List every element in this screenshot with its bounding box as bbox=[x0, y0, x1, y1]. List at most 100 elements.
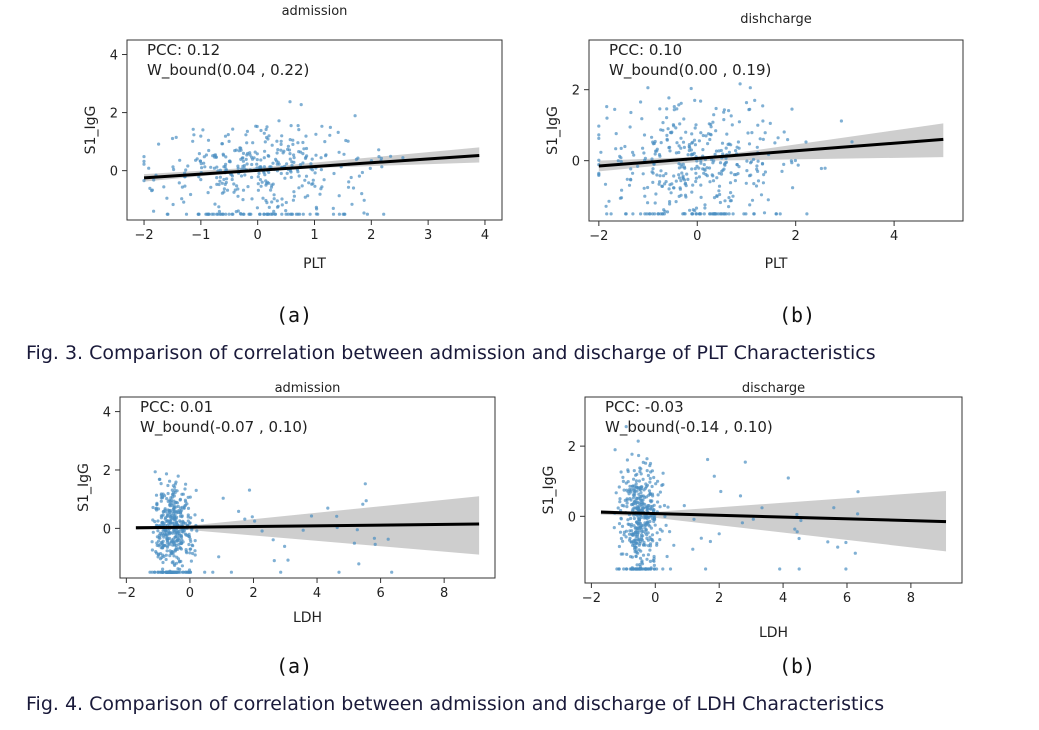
data-point bbox=[390, 570, 394, 574]
annotation-1: W_bound(0.04 , 0.22) bbox=[147, 61, 309, 80]
data-point bbox=[332, 171, 336, 176]
data-point bbox=[184, 549, 188, 554]
data-point bbox=[178, 567, 182, 571]
data-point bbox=[724, 146, 728, 150]
data-point bbox=[640, 487, 644, 491]
data-point bbox=[634, 485, 639, 489]
data-point bbox=[301, 140, 305, 145]
data-point bbox=[727, 212, 731, 216]
data-point bbox=[280, 165, 284, 169]
data-point bbox=[167, 531, 171, 535]
data-point bbox=[250, 515, 254, 519]
data-point bbox=[301, 161, 305, 165]
data-point bbox=[644, 485, 649, 489]
data-point bbox=[287, 148, 292, 152]
data-point bbox=[166, 499, 170, 503]
data-point bbox=[233, 188, 237, 192]
data-point bbox=[740, 521, 745, 525]
data-point bbox=[160, 514, 164, 518]
data-point bbox=[642, 506, 647, 510]
data-point bbox=[271, 182, 275, 186]
data-point bbox=[178, 158, 182, 162]
data-point bbox=[161, 570, 165, 574]
data-point bbox=[626, 522, 630, 526]
data-point bbox=[626, 468, 630, 472]
data-point bbox=[699, 183, 703, 187]
data-point bbox=[677, 194, 681, 198]
data-point bbox=[183, 498, 187, 502]
data-point bbox=[658, 505, 662, 509]
data-point bbox=[275, 205, 280, 209]
data-point bbox=[168, 570, 172, 574]
data-point bbox=[168, 512, 172, 516]
data-point bbox=[672, 108, 676, 112]
data-point bbox=[650, 170, 654, 174]
data-point bbox=[619, 517, 623, 521]
data-point bbox=[183, 171, 187, 175]
data-point bbox=[633, 550, 637, 554]
data-point bbox=[265, 212, 269, 216]
data-point bbox=[311, 168, 315, 172]
data-point bbox=[668, 567, 673, 571]
data-point bbox=[682, 212, 686, 216]
data-point bbox=[642, 506, 646, 510]
data-point bbox=[666, 127, 670, 131]
data-point bbox=[650, 157, 654, 161]
data-point bbox=[634, 520, 639, 524]
data-point bbox=[262, 156, 266, 160]
data-point bbox=[268, 165, 272, 169]
data-point bbox=[160, 546, 164, 550]
data-point bbox=[793, 158, 798, 163]
data-point bbox=[616, 159, 620, 163]
data-point bbox=[691, 547, 695, 551]
data-point bbox=[661, 483, 665, 487]
data-point bbox=[640, 537, 644, 542]
data-point bbox=[652, 510, 656, 514]
data-point bbox=[174, 570, 178, 574]
data-point bbox=[337, 194, 341, 198]
data-point bbox=[617, 544, 622, 549]
data-point bbox=[299, 103, 303, 107]
data-point bbox=[172, 554, 176, 558]
data-point bbox=[731, 212, 735, 216]
data-point bbox=[180, 523, 184, 527]
data-point bbox=[250, 175, 254, 179]
data-point bbox=[265, 201, 269, 205]
data-point bbox=[636, 537, 640, 542]
data-point bbox=[177, 530, 181, 534]
data-point bbox=[638, 567, 642, 571]
data-point bbox=[361, 502, 365, 506]
data-point bbox=[677, 144, 681, 148]
data-point bbox=[692, 151, 696, 155]
data-point bbox=[174, 527, 178, 532]
data-point bbox=[167, 525, 171, 529]
data-point bbox=[632, 513, 636, 517]
data-point bbox=[185, 502, 189, 506]
data-point bbox=[641, 494, 646, 498]
data-point bbox=[627, 513, 632, 517]
data-point bbox=[166, 537, 170, 541]
data-point bbox=[653, 516, 657, 520]
data-point bbox=[188, 495, 192, 499]
data-point bbox=[239, 157, 243, 161]
data-point bbox=[184, 500, 188, 504]
data-point bbox=[667, 96, 671, 100]
data-point bbox=[189, 192, 193, 197]
data-point bbox=[632, 539, 636, 543]
data-point bbox=[175, 530, 179, 534]
data-point bbox=[171, 570, 176, 574]
data-point bbox=[628, 567, 632, 571]
data-point bbox=[657, 153, 662, 157]
data-point bbox=[336, 130, 340, 134]
data-point bbox=[637, 518, 641, 522]
data-point bbox=[172, 506, 176, 510]
data-point bbox=[652, 557, 656, 561]
data-point bbox=[625, 552, 629, 557]
data-point bbox=[213, 153, 218, 157]
data-point bbox=[189, 559, 193, 563]
data-point bbox=[706, 142, 710, 146]
data-point bbox=[292, 160, 296, 164]
data-point bbox=[170, 495, 174, 499]
data-point bbox=[245, 168, 249, 173]
data-point bbox=[760, 506, 764, 510]
